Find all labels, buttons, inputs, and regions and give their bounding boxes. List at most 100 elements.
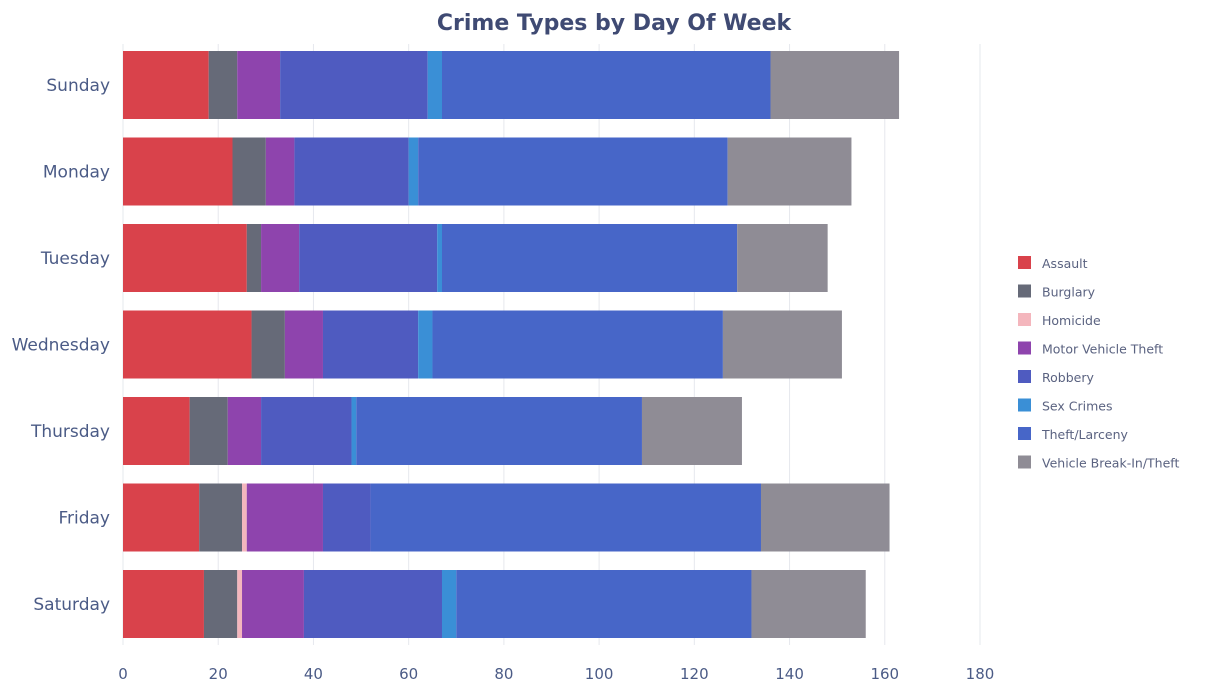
legend-item[interactable]: Theft/Larceny [1018, 427, 1129, 442]
bar-row-monday [123, 137, 852, 206]
legend-item[interactable]: Motor Vehicle Theft [1018, 341, 1163, 357]
bar-segment-motor-vehicle-theft[interactable] [246, 483, 323, 552]
bar-segment-burglary[interactable] [199, 483, 243, 552]
category-label: Tuesday [40, 249, 110, 269]
bar-segment-vehicle-break-in-theft[interactable] [770, 51, 900, 119]
bar-segment-robbery[interactable] [294, 137, 409, 206]
bar-segment-burglary[interactable] [251, 310, 285, 379]
bar-segment-assault[interactable] [123, 570, 204, 638]
legend-swatch [1018, 313, 1031, 326]
bar-segment-robbery[interactable] [280, 51, 428, 119]
bar-segment-burglary[interactable] [208, 51, 238, 119]
category-label: Saturday [33, 595, 110, 615]
bar-segment-motor-vehicle-theft[interactable] [261, 224, 300, 292]
bar-segment-homicide[interactable] [237, 570, 243, 638]
x-tick-label: 180 [966, 665, 995, 683]
bar-segment-vehicle-break-in-theft[interactable] [737, 224, 828, 292]
bar-segment-assault[interactable] [123, 310, 252, 379]
bar-segment-theft-larceny[interactable] [432, 310, 723, 379]
chart-title: Crime Types by Day Of Week [437, 11, 793, 36]
legend-swatch [1018, 455, 1031, 469]
bar-segment-burglary[interactable] [203, 570, 238, 638]
x-tick-labels: 0 20 40 60 80 100 120 140 160 180 [118, 665, 994, 683]
legend-label: Vehicle Break-In/Theft [1042, 456, 1179, 471]
bar-segment-sex-crimes[interactable] [441, 570, 457, 638]
x-tick-label: 0 [118, 665, 128, 683]
x-tick-label: 20 [209, 665, 228, 683]
x-tick-label: 160 [870, 665, 899, 683]
bar-segment-sex-crimes[interactable] [408, 137, 419, 206]
bar-segment-vehicle-break-in-theft[interactable] [722, 310, 842, 379]
bar-segment-motor-vehicle-theft[interactable] [237, 51, 281, 119]
bar-segment-vehicle-break-in-theft[interactable] [727, 137, 852, 206]
bar-segment-theft-larceny[interactable] [441, 224, 738, 292]
legend-label: Robbery [1042, 370, 1094, 385]
bar-segment-assault[interactable] [123, 137, 233, 206]
category-label: Wednesday [12, 336, 110, 356]
legend-item[interactable]: Sex Crimes [1018, 398, 1113, 414]
legend-label: Sex Crimes [1042, 399, 1113, 414]
bar-segment-vehicle-break-in-theft[interactable] [760, 483, 890, 552]
category-label: Monday [43, 163, 110, 183]
category-label: Thursday [30, 422, 110, 442]
bar-segment-robbery[interactable] [303, 570, 442, 638]
bar-segment-sex-crimes[interactable] [437, 224, 442, 292]
legend-label: Assault [1042, 256, 1088, 271]
bar-segment-theft-larceny[interactable] [418, 137, 728, 206]
bar-row-friday [123, 483, 890, 552]
category-label: Sunday [46, 76, 110, 96]
bar-segment-sex-crimes[interactable] [418, 310, 433, 379]
bar-row-thursday [123, 397, 742, 465]
bar-segment-burglary[interactable] [189, 397, 228, 465]
bar-segment-motor-vehicle-theft[interactable] [284, 310, 323, 379]
bar-segment-assault[interactable] [123, 397, 190, 465]
x-tick-label: 100 [585, 665, 614, 683]
legend-swatch [1018, 427, 1031, 440]
x-tick-label: 140 [775, 665, 804, 683]
bar-segment-motor-vehicle-theft[interactable] [242, 570, 304, 638]
legend-label: Burglary [1042, 285, 1096, 300]
legend-label: Homicide [1042, 313, 1101, 328]
bar-segment-vehicle-break-in-theft[interactable] [751, 570, 866, 638]
bar-segment-vehicle-break-in-theft[interactable] [641, 397, 742, 465]
bar-segment-sex-crimes[interactable] [351, 397, 357, 465]
bar-segment-robbery[interactable] [322, 483, 371, 552]
category-labels: Sunday Monday Tuesday Wednesday Thursday Frid… [12, 76, 110, 615]
category-label: Friday [58, 509, 110, 529]
legend-swatch [1018, 398, 1031, 412]
bar-segment-assault[interactable] [123, 224, 247, 292]
bar-segment-motor-vehicle-theft[interactable] [265, 137, 295, 206]
x-tick-label: 80 [494, 665, 513, 683]
legend: Assault Burglary Homicide Motor Vehicle The… [1018, 256, 1179, 471]
legend-label: Motor Vehicle Theft [1042, 342, 1163, 357]
bar-segment-robbery[interactable] [299, 224, 438, 292]
bar-segment-sex-crimes[interactable] [427, 51, 442, 119]
legend-item[interactable]: Burglary [1018, 284, 1096, 300]
bar-segment-robbery[interactable] [261, 397, 352, 465]
legend-item[interactable]: Homicide [1018, 313, 1101, 328]
bars [123, 51, 900, 638]
x-tick-label: 60 [399, 665, 418, 683]
legend-swatch [1018, 341, 1031, 355]
legend-item[interactable]: Assault [1018, 256, 1088, 271]
bar-segment-burglary[interactable] [232, 137, 266, 206]
bar-segment-theft-larceny[interactable] [441, 51, 771, 119]
x-tick-label: 40 [304, 665, 323, 683]
bar-segment-theft-larceny[interactable] [356, 397, 642, 465]
legend-item[interactable]: Vehicle Break-In/Theft [1018, 455, 1179, 471]
bar-segment-assault[interactable] [123, 483, 200, 552]
bar-segment-theft-larceny[interactable] [370, 483, 761, 552]
bar-segment-homicide[interactable] [242, 483, 247, 552]
bar-segment-motor-vehicle-theft[interactable] [227, 397, 262, 465]
bar-segment-robbery[interactable] [322, 310, 419, 379]
bar-segment-theft-larceny[interactable] [456, 570, 752, 638]
legend-item[interactable]: Robbery [1018, 370, 1094, 385]
bar-row-tuesday [123, 224, 828, 292]
bar-row-sunday [123, 51, 900, 119]
legend-swatch [1018, 370, 1031, 383]
bar-segment-assault[interactable] [123, 51, 209, 119]
bar-segment-burglary[interactable] [246, 224, 262, 292]
legend-label: Theft/Larceny [1041, 427, 1129, 442]
